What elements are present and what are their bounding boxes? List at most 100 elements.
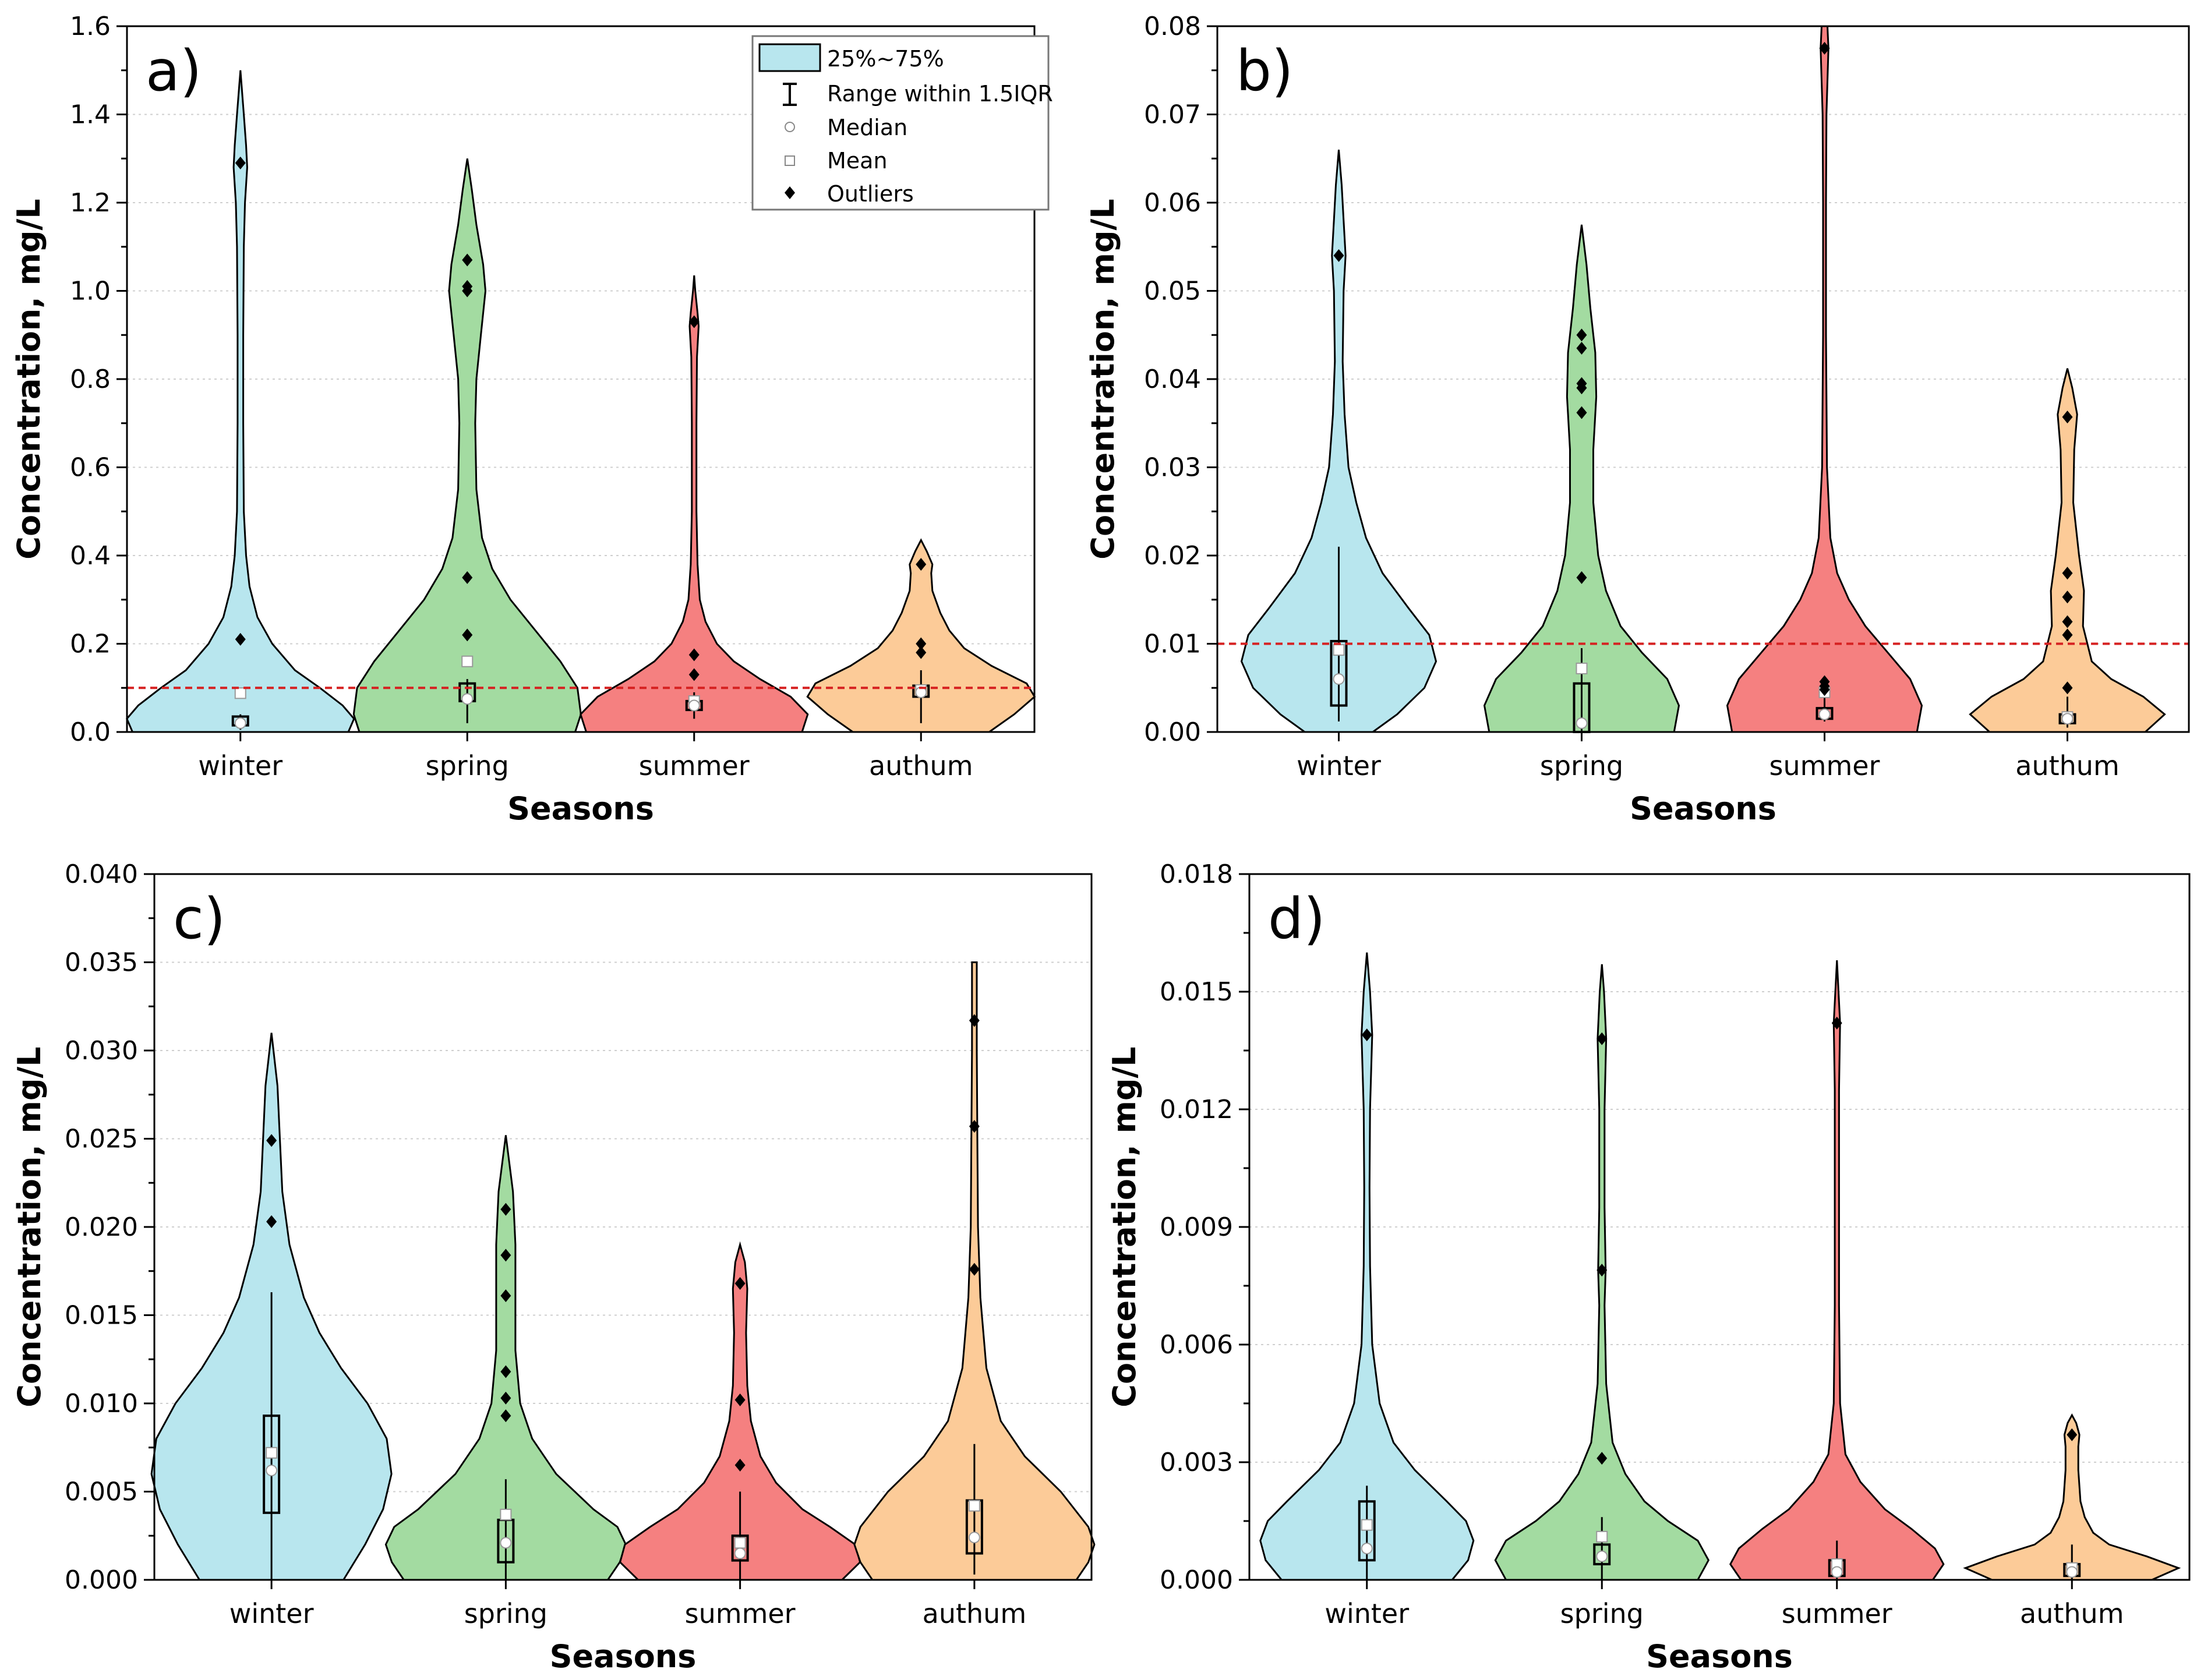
y-tick-label: 0.8 (70, 365, 111, 394)
y-tick-label: 0.018 (1160, 860, 1233, 889)
violin-spring (352, 158, 582, 733)
outlier-point (266, 1215, 277, 1228)
x-axis-title: Seasons (550, 1638, 697, 1675)
outlier-point (2062, 681, 2073, 695)
outlier-point (1333, 249, 1344, 262)
legend-range-label: Range within 1.5IQR (827, 81, 1053, 107)
y-tick-label: 0.01 (1144, 629, 1201, 659)
outlier-point (1831, 1016, 1842, 1030)
outlier-point (2062, 628, 2073, 642)
median-marker (968, 1532, 980, 1544)
violin-summer (1726, 25, 1923, 733)
legend: 25%~75% Range within 1.5IQR Median Mean Outl… (751, 35, 1053, 211)
y-tick-label: 0.020 (65, 1212, 138, 1242)
violin-summer (619, 1241, 861, 1581)
y-tick-label: 0.00 (1144, 717, 1201, 747)
outlier-point (1597, 1264, 1608, 1277)
y-tick-label: 0.4 (70, 541, 111, 571)
outlier-point (916, 646, 927, 659)
median-marker (2061, 713, 2074, 725)
legend-median-label: Median (827, 115, 907, 140)
x-axis-title: Seasons (1646, 1638, 1793, 1675)
violin-authum (806, 538, 1036, 733)
x-tick-label: spring (1540, 750, 1623, 781)
violin-summer (580, 275, 809, 733)
outlier-point (1576, 406, 1587, 419)
x-tick-label: authum (923, 1598, 1027, 1629)
outlier-point (266, 1134, 277, 1147)
outlier-point (734, 1393, 746, 1406)
panel-label: d) (1268, 886, 1325, 952)
violin-body-winter (1240, 149, 1437, 733)
violin-body-authum (1963, 1413, 2181, 1581)
median-marker (266, 1465, 278, 1477)
mean-marker (500, 1508, 512, 1520)
outlier-point (235, 632, 246, 646)
median-marker (688, 699, 700, 712)
outlier-point (500, 1289, 511, 1303)
outlier-point (500, 1202, 511, 1216)
y-tick-label: 0.006 (1160, 1330, 1233, 1360)
violin-body-summer (619, 1241, 861, 1581)
median-marker (461, 693, 474, 705)
outlier-point (916, 558, 927, 571)
y-tick-label: 0.07 (1144, 100, 1201, 130)
outlier-point (969, 1120, 980, 1133)
mean-marker (266, 1446, 278, 1459)
y-tick-label: 0.005 (65, 1477, 138, 1507)
y-tick-label: 0.000 (65, 1565, 138, 1595)
outlier-point (462, 571, 473, 584)
iqr-box (263, 1414, 281, 1514)
violin-body-winter (1259, 952, 1475, 1581)
y-tick-label: 1.6 (70, 12, 111, 41)
iqr-box (1330, 639, 1348, 707)
x-tick-label: summer (685, 1598, 796, 1629)
outlier-point (1576, 328, 1587, 342)
y-tick-label: 0.04 (1144, 365, 1201, 394)
outlier-point (1597, 1032, 1608, 1045)
outlier-point (1819, 41, 1830, 55)
y-tick-label: 0.015 (65, 1301, 138, 1331)
outlier-point (1597, 1452, 1608, 1465)
x-tick-label: spring (1560, 1598, 1644, 1629)
outlier-point (734, 1276, 746, 1290)
violin-authum (1963, 1413, 2181, 1581)
violin-summer (1729, 960, 1945, 1581)
violin-body-spring (1483, 224, 1680, 733)
median-marker (1818, 708, 1831, 720)
y-tick-label: 0.0 (70, 717, 111, 747)
panel-label: a) (146, 38, 202, 104)
outlier-point (2062, 615, 2073, 628)
median-marker (1333, 673, 1345, 685)
x-tick-label: spring (426, 750, 509, 781)
outlier-point (235, 156, 246, 169)
outlier-point (1576, 571, 1587, 584)
panel-c: winter spring summer authum 0.000 0.005 0.010 0… (11, 860, 1096, 1675)
x-axis-title: Seasons (507, 790, 654, 827)
mean-marker (461, 655, 474, 667)
outlier-point (2062, 567, 2073, 580)
violin-body-authum (1969, 368, 2166, 733)
y-tick-label: 0.02 (1144, 541, 1201, 571)
violin-body-authum (806, 538, 1036, 733)
violin-winter (126, 70, 355, 733)
y-tick-label: 0.06 (1144, 188, 1201, 218)
mean-marker (1576, 662, 1588, 674)
outlier-point (2067, 1428, 2078, 1441)
mean-marker (1333, 644, 1345, 656)
outlier-point (688, 648, 700, 662)
x-tick-label: winter (229, 1598, 314, 1629)
violin-body-spring (352, 158, 582, 733)
median-icon (785, 122, 795, 132)
x-tick-label: summer (1782, 1598, 1892, 1629)
mean-marker (1361, 1519, 1373, 1531)
outlier-point (500, 1365, 511, 1378)
y-tick-label: 0.010 (65, 1389, 138, 1419)
outlier-point (688, 668, 700, 681)
iqr-box (1593, 1543, 1611, 1566)
median-marker (234, 717, 246, 729)
mean-icon (785, 155, 795, 166)
x-tick-label: winter (1324, 1598, 1409, 1629)
y-tick-label: 1.2 (70, 188, 111, 218)
